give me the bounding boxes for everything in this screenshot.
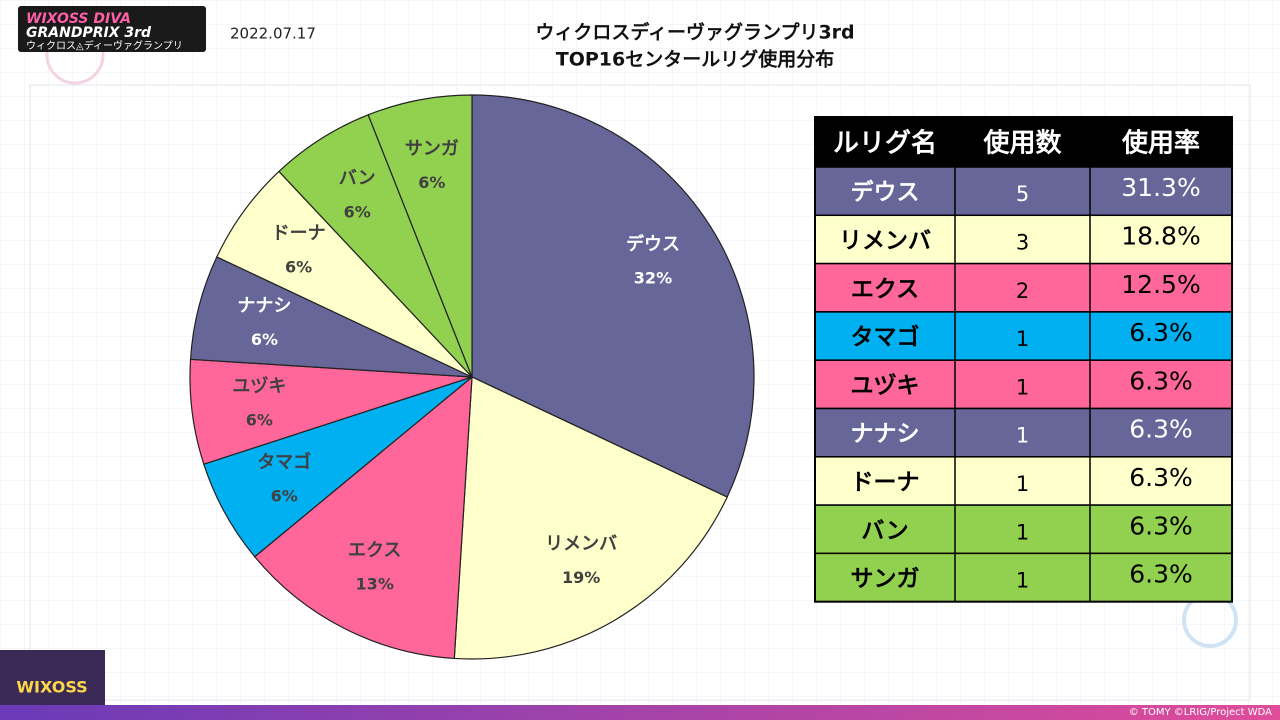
table-row-bg [814,262,1233,313]
table-cell: 18.8% [1121,221,1200,250]
table-header: ルリグ名 [833,128,937,159]
table-row-bg [814,407,1233,458]
footer-logo-bg [0,650,105,705]
slice-value: 6% [251,330,278,349]
table-row-bg [814,456,1233,506]
slice-value: 6% [246,410,273,429]
logo: WIXOSS DIVA [26,11,131,27]
table-cell: ユヅキ [851,373,920,399]
pie-slice [471,94,755,498]
table-cell: ナナシ [851,421,920,447]
table-cell: 6.3% [1129,511,1193,540]
table-cell: 5 [1016,182,1029,206]
slice-label: ナナシ [237,296,291,317]
table-cell: 3 [1016,230,1029,254]
table-cell: 1 [1016,424,1029,448]
slice-value: 32% [634,269,672,288]
slice-label: バン [339,168,376,189]
slice-value: 6% [418,173,445,192]
table-cell: リメンバ [839,228,931,254]
table-cell: サンガ [851,566,920,592]
table-cell: 1 [1016,327,1029,351]
table-cell: 1 [1016,375,1029,399]
table-cell: バン [861,518,908,544]
table-cell: エクス [851,276,919,302]
table-cell: 1 [1016,569,1029,593]
table-cell: 6.3% [1129,560,1193,589]
slice-value: 6% [271,487,298,506]
table-border [814,116,1233,603]
logo-bg [18,6,206,52]
slice-label: エクス [348,540,401,561]
table-cell: 6.3% [1129,318,1193,347]
chart-title: ウィクロスディーヴァグランプリ3rd [535,21,854,44]
table-cell: デウス [851,179,920,206]
slice-label: ドーナ [272,223,326,244]
pie-slice [253,375,473,660]
table-header: 使用数 [982,129,1062,159]
slice-label: デウス [626,233,680,255]
footer-logo: WIXOSS [16,678,87,697]
slice-label: ユヅキ [232,376,286,397]
slice-label: リメンバ [545,533,617,554]
date: 2022.07.17 [230,25,316,43]
table-row-bg [814,359,1233,410]
slice-value: 6% [344,203,371,222]
table-cell: 2 [1016,279,1029,303]
slice-value: 13% [356,574,394,593]
table-cell: 6.3% [1129,463,1193,492]
logo-sub: ウィクロス◬ディーヴァグランプリ [26,39,183,52]
logo: GRANDPRIX 3rd [26,25,152,41]
table-cell: 6.3% [1129,366,1193,395]
pie-slice [367,94,473,378]
frame [29,84,1251,701]
chart-subtitle: TOP16センタールリグ使用分布 [556,48,834,71]
table-cell: 1 [1016,472,1029,496]
slice-label: サンガ [405,138,459,159]
table-header-bg [815,117,1232,167]
slice-value: 6% [285,258,312,277]
table-cell: 6.3% [1129,415,1193,444]
table-row-bg [814,311,1233,361]
slice-label: タマゴ [257,451,311,473]
table-cell: タマゴ [851,324,920,351]
table-cell: 31.3% [1121,173,1200,202]
table-cell: ドーナ [851,469,920,495]
pie-slice [453,376,728,660]
table-row-bg [814,166,1233,217]
table-header: 使用率 [1121,128,1200,159]
copyright: © TOMY ©LRIG/Project WDA [1129,707,1272,718]
footer-bar [0,705,1280,720]
table-cell: 12.5% [1121,270,1200,299]
slice-value: 19% [562,568,600,587]
table-cell: 1 [1016,520,1029,544]
